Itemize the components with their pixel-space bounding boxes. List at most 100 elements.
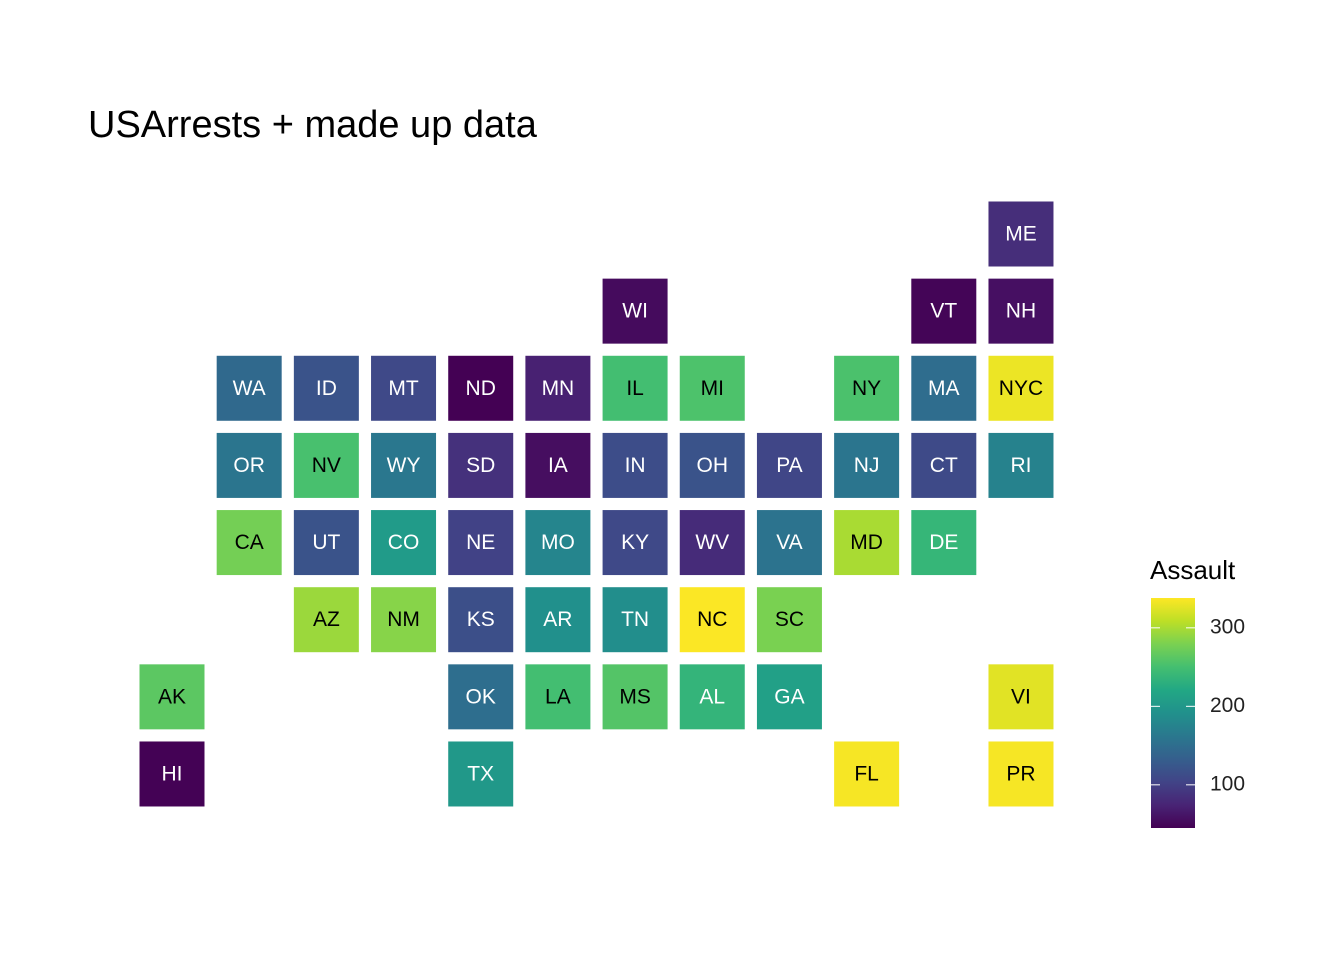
tile-label: NV [312, 454, 341, 477]
tile [602, 664, 668, 730]
tile [988, 355, 1054, 421]
tile-label: ID [316, 377, 337, 400]
tile [371, 432, 437, 498]
tile-label: NH [1006, 300, 1036, 323]
tile-label: OH [697, 454, 729, 477]
tile [525, 587, 591, 653]
tile-label: AR [543, 608, 572, 631]
tile [371, 587, 437, 653]
tile-label: KS [467, 608, 495, 631]
tile [679, 355, 745, 421]
tile [216, 510, 282, 576]
colorbar-tick-label: 200 [1210, 694, 1245, 717]
tile [448, 510, 514, 576]
tile-label: MO [541, 531, 575, 554]
tile-label: PA [776, 454, 802, 477]
tile-label: TX [467, 763, 494, 786]
tile [602, 587, 668, 653]
tile [216, 355, 282, 421]
tile [371, 355, 437, 421]
tile [911, 510, 977, 576]
tile [911, 432, 977, 498]
tile [448, 587, 514, 653]
tile-label: NY [852, 377, 881, 400]
tile [911, 278, 977, 344]
tile-label: VA [776, 531, 802, 554]
tile [834, 741, 900, 807]
tile [988, 664, 1054, 730]
tile [679, 587, 745, 653]
tile [602, 510, 668, 576]
legend-title: Assault [1150, 555, 1236, 585]
tile [448, 432, 514, 498]
tile-label: NM [387, 608, 420, 631]
colorbar-tick-label: 100 [1210, 772, 1245, 795]
tile-label: WY [387, 454, 421, 477]
tile-label: PR [1006, 763, 1035, 786]
tile-label: OR [233, 454, 265, 477]
tile [756, 664, 822, 730]
tile [988, 432, 1054, 498]
tile [602, 355, 668, 421]
tile-label: UT [312, 531, 340, 554]
tile [371, 510, 437, 576]
tile-label: CA [235, 531, 264, 554]
tile [679, 510, 745, 576]
tile-label: NE [466, 531, 495, 554]
tile-label: AL [699, 685, 725, 708]
tile [139, 741, 205, 807]
tile [525, 510, 591, 576]
tile-label: HI [162, 763, 183, 786]
tile [448, 741, 514, 807]
tile-label: AZ [313, 608, 340, 631]
tile-label: KY [621, 531, 649, 554]
tile-label: LA [545, 685, 571, 708]
tile [216, 432, 282, 498]
tile [834, 510, 900, 576]
colorbar [1151, 598, 1195, 828]
tile-label: MI [701, 377, 724, 400]
tile-label: NJ [854, 454, 880, 477]
tile [679, 664, 745, 730]
tile [525, 432, 591, 498]
tile [756, 587, 822, 653]
tile-label: IA [548, 454, 568, 477]
tile [139, 664, 205, 730]
tile-label: VI [1011, 685, 1031, 708]
tile-label: ME [1005, 223, 1037, 246]
tile [911, 355, 977, 421]
tile-label: OK [466, 685, 496, 708]
tile-label: ND [466, 377, 496, 400]
tile [602, 432, 668, 498]
tile-label: WV [695, 531, 729, 554]
tile-label: NC [697, 608, 727, 631]
tile-label: AK [158, 685, 186, 708]
tile-label: CO [388, 531, 420, 554]
tile-label: IN [625, 454, 646, 477]
tile-label: DE [929, 531, 958, 554]
chart-title: USArrests + made up data [88, 104, 538, 146]
colorbar-tick-label: 300 [1210, 615, 1245, 638]
tile [988, 201, 1054, 267]
tile-label: MA [928, 377, 960, 400]
tile-label: SD [466, 454, 495, 477]
tile [293, 587, 359, 653]
tile-label: VT [930, 300, 957, 323]
tile [525, 664, 591, 730]
tile-label: FL [854, 763, 879, 786]
tile-label: WA [233, 377, 266, 400]
tile [834, 432, 900, 498]
tile-label: NYC [999, 377, 1043, 400]
tile [448, 355, 514, 421]
tile [756, 432, 822, 498]
tile [602, 278, 668, 344]
tile-label: RI [1010, 454, 1031, 477]
tile-label: WI [622, 300, 648, 323]
tile [988, 741, 1054, 807]
tile [988, 278, 1054, 344]
tile-label: MD [850, 531, 883, 554]
tile [756, 510, 822, 576]
tile-label: GA [774, 685, 804, 708]
tile [679, 432, 745, 498]
